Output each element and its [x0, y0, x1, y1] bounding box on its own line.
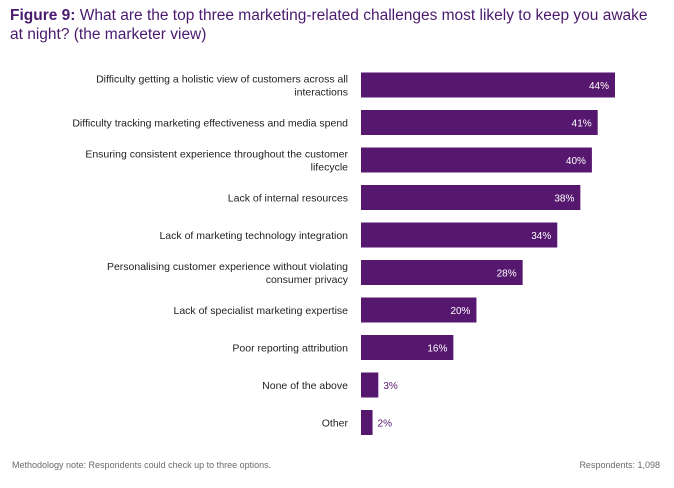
bar-row: Difficulty tracking marketing effectiven…: [72, 110, 598, 135]
bar-row: Lack of marketing technology integration…: [159, 222, 558, 248]
bar: [361, 297, 477, 323]
value-label: 34%: [531, 231, 551, 242]
category-label: Lack of internal resources: [228, 193, 348, 205]
figure-question: What are the top three marketing-related…: [10, 7, 648, 43]
chart-title: Figure 9: What are the top three marketi…: [10, 6, 660, 44]
value-label: 3%: [383, 381, 398, 392]
value-label: 20%: [450, 306, 470, 317]
bar-row: Ensuring consistent experience throughou…: [85, 147, 592, 174]
bar-row: Poor reporting attribution 16%: [232, 335, 454, 360]
bar-row: Lack of specialist marketing expertise 20…: [174, 297, 477, 323]
value-label: 40%: [566, 156, 586, 167]
bar: [361, 222, 558, 248]
bar-row: Lack of internal resources 38%: [228, 185, 581, 210]
respondents-count: Respondents: 1,098: [579, 460, 660, 470]
category-label: Ensuring consistent experience throughou…: [85, 149, 348, 174]
category-label: Difficulty getting a holistic view of cu…: [96, 74, 348, 99]
category-label: Lack of specialist marketing expertise: [174, 305, 349, 317]
bar: [361, 185, 581, 210]
value-label: 2%: [378, 419, 393, 430]
bar-row: Difficulty getting a holistic view of cu…: [96, 72, 615, 99]
category-label: Personalising customer experience withou…: [107, 261, 349, 286]
bar: [361, 72, 615, 98]
value-label: 44%: [589, 81, 609, 92]
category-label: Other: [322, 418, 349, 430]
value-label: 41%: [572, 119, 592, 130]
bar-row: Personalising customer experience withou…: [107, 260, 523, 286]
bar-row: Other 2%: [322, 410, 392, 435]
category-label: Poor reporting attribution: [232, 343, 348, 355]
bar: [361, 335, 454, 360]
bar: [361, 372, 379, 398]
category-label: Lack of marketing technology integration: [159, 230, 348, 242]
bar: [361, 260, 523, 285]
methodology-note: Methodology note: Respondents could chec…: [12, 460, 272, 470]
category-label: Difficulty tracking marketing effectiven…: [72, 118, 348, 130]
value-label: 38%: [554, 194, 574, 205]
bar: [361, 147, 592, 173]
figure-number: Figure 9:: [10, 7, 76, 24]
value-label: 28%: [497, 269, 517, 280]
value-label: 16%: [427, 344, 447, 355]
bar: [361, 410, 373, 435]
bar-row: None of the above 3%: [262, 372, 398, 398]
category-label: None of the above: [262, 380, 348, 392]
bar: [361, 110, 598, 135]
